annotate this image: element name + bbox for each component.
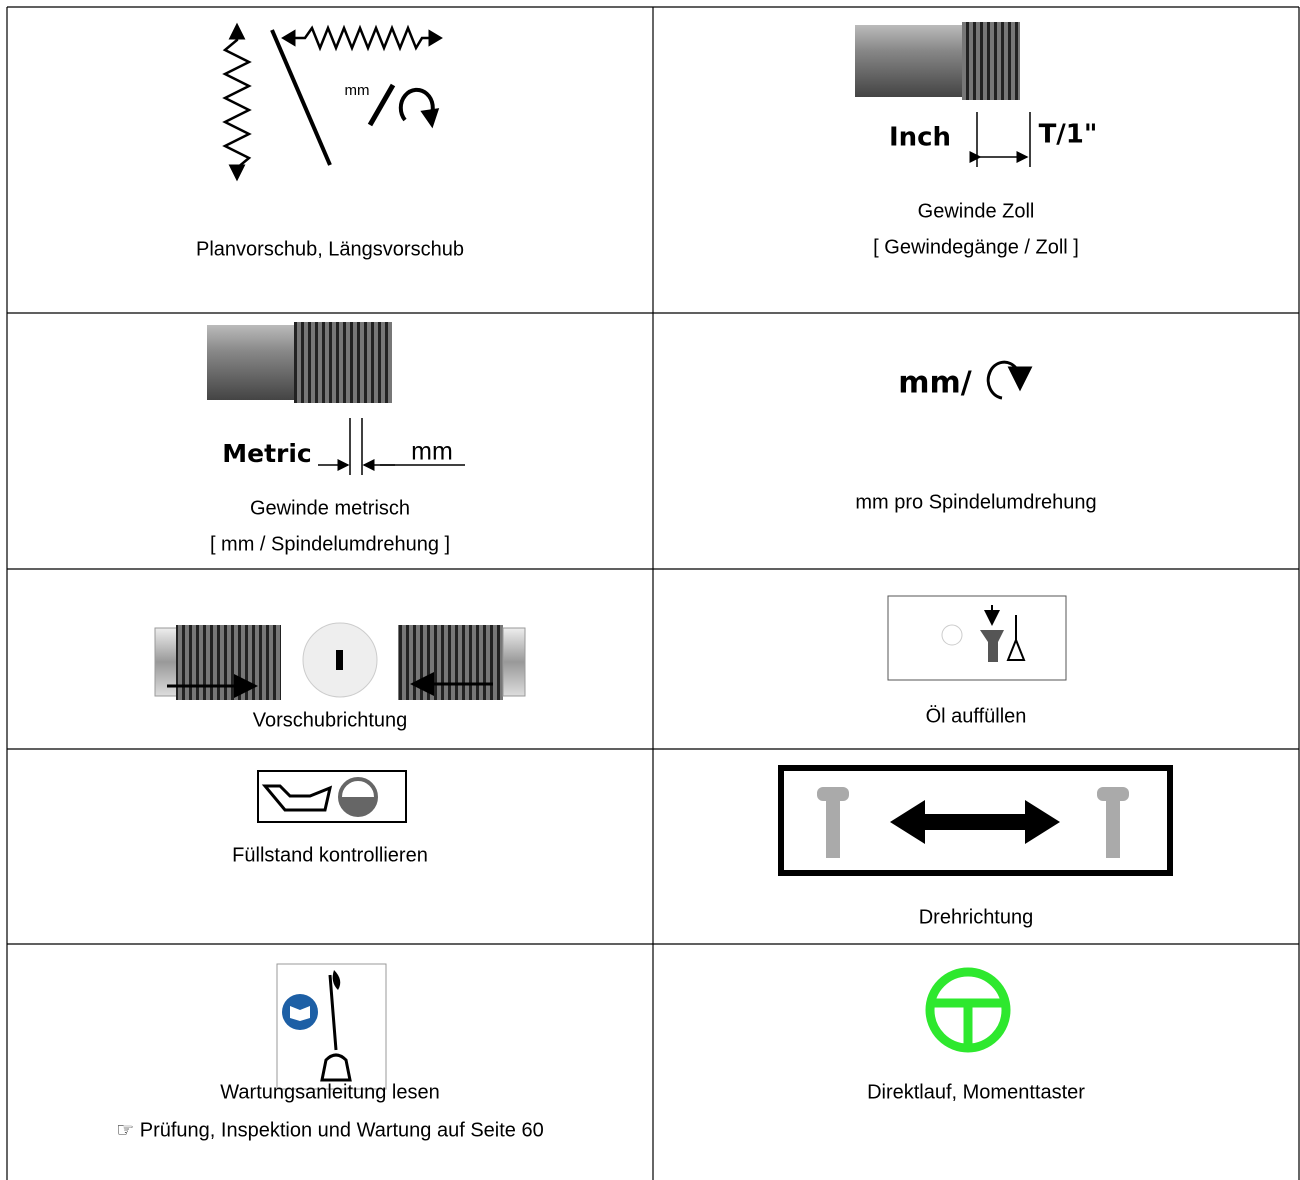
caption: Drehrichtung [919,906,1034,928]
caption: Füllstand kontrollieren [232,844,428,866]
table-grid [6,6,1300,1180]
feed-icon [222,22,443,182]
caption: [ Gewindegänge / Zoll ] [873,236,1079,258]
thread-metric-icon [207,322,465,475]
caption: Vorschubrichtung [253,709,408,731]
oil-level-icon [257,770,407,823]
icon-label: Metric [222,439,312,468]
caption: Gewinde metrisch [250,497,410,519]
caption: mm pro Spindelumdrehung [855,491,1096,513]
caption: Planvorschub, Längsvorschub [196,238,464,260]
maintenance-icon [276,963,387,1090]
icon-label: Inch [889,123,951,153]
rotation-icon [986,360,1033,400]
icon-label: T/1" [1039,120,1098,150]
oil-fill-icon [887,595,1067,681]
caption: Öl auffüllen [926,705,1027,727]
icon-label: mm [411,438,453,466]
caption: Gewinde Zoll [918,200,1035,222]
thread-inch-icon [855,22,1031,167]
icon-label: mm/ [898,366,972,401]
caption: Direktlauf, Momenttaster [867,1081,1085,1103]
icon-label: mm [345,82,370,99]
captions: Planvorschub, Längsvorschub Gewinde Zoll [… [116,200,1096,1141]
direct-run-icon [925,967,1011,1053]
caption: [ mm / Spindelumdrehung ] [210,533,450,555]
feed-direction-icon [154,622,526,700]
caption: Wartungsanleitung lesen [220,1081,439,1103]
caption: ☞ Prüfung, Inspektion und Wartung auf Se… [116,1119,543,1141]
rotation-direction-icon [778,765,1173,876]
